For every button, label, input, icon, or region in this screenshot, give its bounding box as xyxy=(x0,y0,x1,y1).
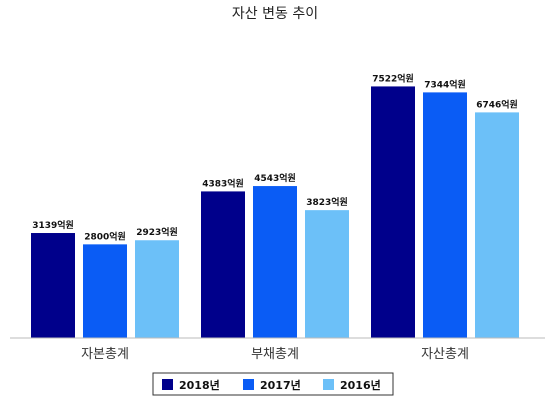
legend-label-1: 2017년 xyxy=(260,378,301,392)
bar-1-1 xyxy=(253,186,297,338)
chart-title: 자산 변동 추이 xyxy=(232,6,318,22)
bar-2-0 xyxy=(371,86,415,339)
data-label-2-1: 7344억원 xyxy=(424,78,466,90)
legend-swatch-1 xyxy=(243,379,254,390)
legend-swatch-0 xyxy=(162,379,173,390)
data-label-0-1: 2800억원 xyxy=(84,230,126,242)
bar-1-0 xyxy=(201,191,245,338)
bar-2-2 xyxy=(475,112,519,338)
bar-1-2 xyxy=(305,210,349,338)
data-labels-group: 3139억원 2800억원 2923억원 4383억원 4543억원 3823억원 7522… xyxy=(32,72,518,242)
legend: 2018년 2017년 2016년 xyxy=(152,372,394,396)
data-label-2-0: 7522억원 xyxy=(372,72,414,84)
category-label-1: 부채총계 xyxy=(251,347,299,362)
bars-group xyxy=(31,86,519,339)
data-label-0-0: 3139억원 xyxy=(32,219,74,231)
bar-0-2 xyxy=(135,240,179,338)
data-label-2-2: 6746억원 xyxy=(476,98,518,110)
data-label-1-1: 4543억원 xyxy=(254,172,296,184)
data-label-0-2: 2923억원 xyxy=(136,226,178,238)
category-label-0: 자본총계 xyxy=(81,347,129,362)
bar-0-0 xyxy=(31,233,75,338)
legend-label-0: 2018년 xyxy=(179,378,220,392)
legend-swatch-2 xyxy=(323,379,334,390)
bar-0-1 xyxy=(83,244,127,338)
data-label-1-0: 4383억원 xyxy=(202,177,244,189)
category-label-2: 자산총계 xyxy=(421,347,469,362)
data-label-1-2: 3823억원 xyxy=(306,196,348,208)
legend-label-2: 2016년 xyxy=(340,378,381,392)
bar-2-1 xyxy=(423,92,467,338)
category-labels-group: 자본총계 부채총계 자산총계 xyxy=(81,347,469,362)
